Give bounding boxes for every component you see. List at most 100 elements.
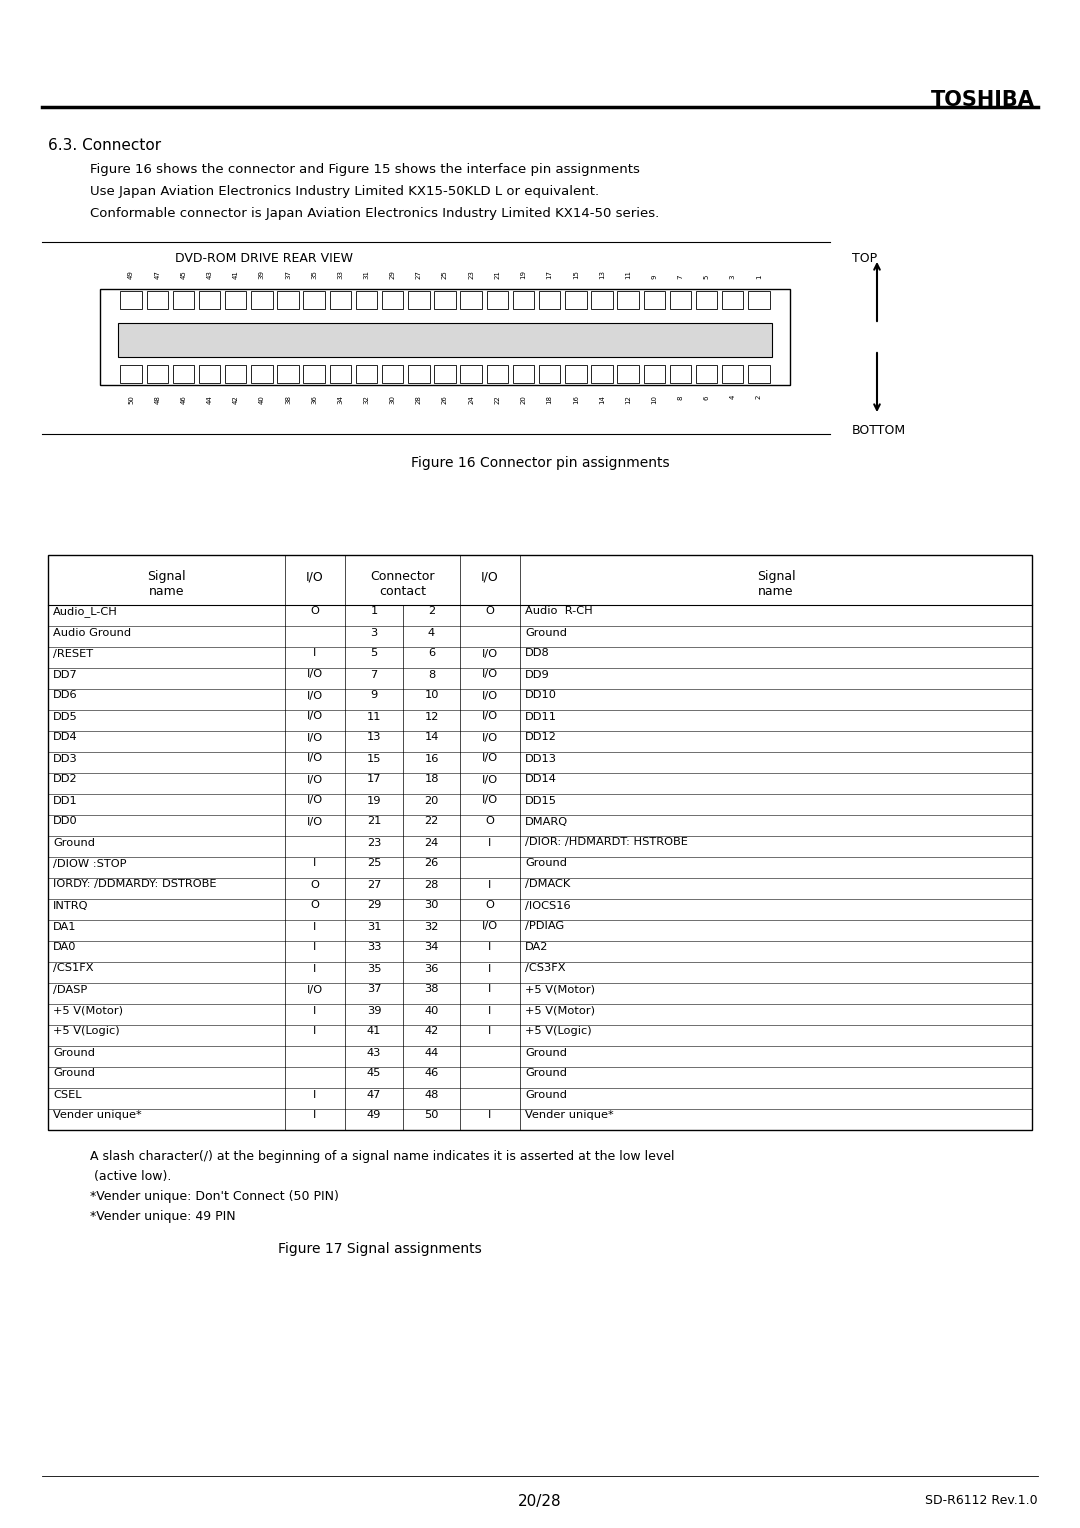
Text: I: I — [488, 1027, 491, 1036]
Text: /CS1FX: /CS1FX — [53, 964, 94, 973]
Text: 16: 16 — [572, 396, 579, 403]
Bar — [434, 290, 456, 309]
Text: DD8: DD8 — [525, 648, 550, 659]
Text: 47: 47 — [367, 1089, 381, 1100]
Text: BOTTOM: BOTTOM — [852, 423, 906, 437]
Text: Signal
name: Signal name — [147, 570, 186, 597]
Text: 13: 13 — [599, 270, 605, 280]
Bar — [723, 365, 743, 384]
Text: I/O: I/O — [307, 753, 323, 764]
Text: 31: 31 — [364, 270, 369, 280]
Text: 46: 46 — [180, 396, 187, 403]
Text: I/O: I/O — [482, 648, 498, 659]
Bar — [696, 290, 717, 309]
Text: O: O — [311, 900, 320, 911]
Text: 39: 39 — [259, 270, 265, 280]
Text: DA1: DA1 — [53, 921, 77, 932]
Bar — [434, 365, 456, 384]
Text: 29: 29 — [390, 270, 395, 280]
Text: Ground: Ground — [53, 837, 95, 848]
Text: DD6: DD6 — [53, 691, 78, 700]
Bar — [670, 290, 691, 309]
Text: I: I — [488, 964, 491, 973]
Text: Audio_L-CH: Audio_L-CH — [53, 607, 118, 617]
Text: 35: 35 — [311, 270, 318, 280]
Text: DMARQ: DMARQ — [525, 816, 568, 827]
Text: 6: 6 — [428, 648, 435, 659]
Text: DD7: DD7 — [53, 669, 78, 680]
Text: 9: 9 — [651, 275, 658, 280]
Text: I/O: I/O — [482, 753, 498, 764]
Text: 18: 18 — [546, 396, 553, 403]
Bar — [252, 365, 272, 384]
Bar — [329, 290, 351, 309]
Text: I/O: I/O — [306, 570, 324, 584]
Text: I: I — [488, 984, 491, 995]
Text: 29: 29 — [367, 900, 381, 911]
Text: I: I — [488, 1005, 491, 1016]
Bar — [382, 290, 404, 309]
Text: I: I — [313, 1005, 316, 1016]
Text: Signal
name: Signal name — [757, 570, 795, 597]
Text: Ground: Ground — [53, 1068, 95, 1079]
Text: Figure 16 shows the connector and Figure 15 shows the interface pin assignments: Figure 16 shows the connector and Figure… — [90, 163, 639, 176]
Text: 8: 8 — [677, 396, 684, 399]
Text: 37: 37 — [367, 984, 381, 995]
Bar — [173, 365, 194, 384]
Text: 10: 10 — [424, 691, 438, 700]
Text: DD12: DD12 — [525, 732, 557, 743]
Bar — [644, 290, 665, 309]
Bar — [173, 290, 194, 309]
Text: Ground: Ground — [53, 1048, 95, 1057]
Text: 32: 32 — [424, 921, 438, 932]
Text: 13: 13 — [367, 732, 381, 743]
Text: /CS3FX: /CS3FX — [525, 964, 566, 973]
Bar — [303, 290, 325, 309]
Text: IORDY: /DDMARDY: DSTROBE: IORDY: /DDMARDY: DSTROBE — [53, 880, 216, 889]
Text: +5 V(Logic): +5 V(Logic) — [53, 1027, 120, 1036]
Text: 14: 14 — [599, 396, 605, 403]
Text: O: O — [486, 900, 495, 911]
Text: (active low).: (active low). — [90, 1170, 172, 1183]
Text: 23: 23 — [367, 837, 381, 848]
Text: Connector
contact: Connector contact — [370, 570, 435, 597]
Text: I/O: I/O — [482, 796, 498, 805]
Text: 48: 48 — [154, 396, 160, 403]
Text: 20: 20 — [424, 796, 438, 805]
Bar — [147, 365, 168, 384]
Bar — [487, 365, 508, 384]
Bar — [696, 365, 717, 384]
Text: /DIOR: /HDMARDT: HSTROBE: /DIOR: /HDMARDT: HSTROBE — [525, 837, 688, 848]
Text: I: I — [488, 943, 491, 952]
Text: 3: 3 — [730, 275, 735, 280]
Bar — [748, 365, 770, 384]
Text: I/O: I/O — [482, 712, 498, 721]
Text: Audio Ground: Audio Ground — [53, 628, 131, 637]
Text: 50: 50 — [129, 396, 134, 403]
Text: DD3: DD3 — [53, 753, 78, 764]
Text: *Vender unique: Don't Connect (50 PIN): *Vender unique: Don't Connect (50 PIN) — [90, 1190, 339, 1203]
Text: 2: 2 — [428, 607, 435, 616]
Text: 41: 41 — [232, 270, 239, 280]
Text: DD0: DD0 — [53, 816, 78, 827]
Bar — [382, 365, 404, 384]
Text: I/O: I/O — [482, 775, 498, 784]
Bar — [513, 290, 535, 309]
Text: 27: 27 — [416, 270, 422, 280]
Text: 36: 36 — [424, 964, 438, 973]
Text: I/O: I/O — [481, 570, 499, 584]
Text: 43: 43 — [367, 1048, 381, 1057]
Text: 27: 27 — [367, 880, 381, 889]
Bar — [252, 290, 272, 309]
Text: DD1: DD1 — [53, 796, 78, 805]
Text: DD11: DD11 — [525, 712, 557, 721]
Bar — [591, 290, 612, 309]
Text: 38: 38 — [285, 396, 291, 403]
Text: 11: 11 — [367, 712, 381, 721]
Bar — [670, 365, 691, 384]
Bar — [329, 365, 351, 384]
Text: DA0: DA0 — [53, 943, 77, 952]
Text: I/O: I/O — [307, 816, 323, 827]
Text: TOP: TOP — [852, 252, 877, 264]
Text: INTRQ: INTRQ — [53, 900, 89, 911]
